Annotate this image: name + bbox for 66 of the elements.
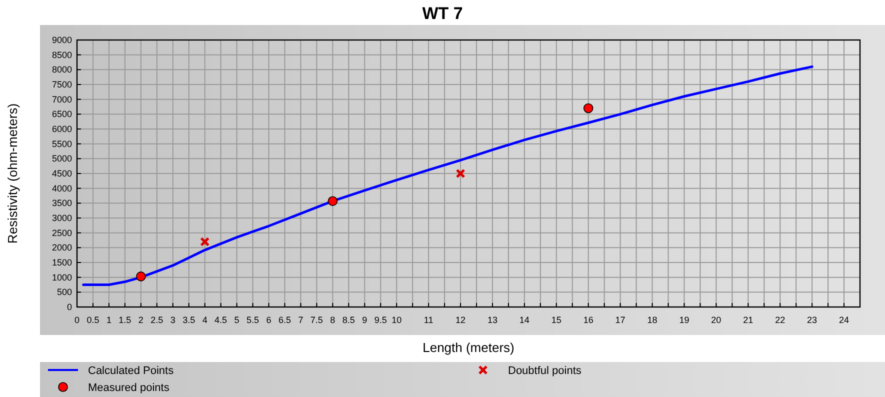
- x-tick-label: 6.5: [278, 315, 291, 325]
- x-tick-label: 16: [583, 315, 594, 325]
- point: [328, 196, 338, 206]
- y-tick-label: 6000: [52, 124, 72, 134]
- x-tick-label: 23: [807, 315, 818, 325]
- x-tick-label: 8: [330, 315, 336, 325]
- x-tick-label: 1: [106, 315, 112, 325]
- x-tick-label: 12: [456, 315, 466, 325]
- x-tick-label: 18: [647, 315, 658, 325]
- y-axis-title: Resistivity (ohm-meters): [5, 103, 20, 244]
- x-tick-label: 11: [424, 315, 434, 325]
- x-tick-label: 19: [679, 315, 690, 325]
- x-tick-label: 5: [234, 315, 240, 325]
- x-tick-label: 21: [743, 315, 754, 325]
- x-tick-label: 14: [519, 315, 530, 325]
- x-tick-label: 3: [170, 315, 176, 325]
- y-tick-label: 8000: [52, 64, 72, 75]
- y-tick-label: 1500: [52, 258, 72, 268]
- point: [136, 272, 146, 282]
- x-tick-label: 15: [551, 315, 562, 325]
- x-tick-label: 2.5: [150, 315, 164, 325]
- x-tick-label: 13: [487, 315, 498, 325]
- x-tick-label: 10: [392, 315, 402, 325]
- y-tick-label: 5500: [52, 138, 72, 149]
- x-tick-label: 0: [74, 315, 80, 325]
- x-tick-label: 4: [202, 315, 208, 325]
- y-tick-label: 2000: [52, 242, 72, 253]
- x-tick-label: 7: [298, 315, 304, 325]
- point: [200, 236, 210, 247]
- y-tick-label: 3500: [52, 198, 72, 208]
- y-tick-label: 9000: [52, 35, 72, 45]
- chart-title: WT 7: [422, 4, 463, 23]
- y-tick-label: 0: [66, 302, 72, 312]
- y-tick-label: 1000: [52, 272, 72, 282]
- legend-label: Measured points: [88, 382, 170, 394]
- y-tick-label: 6500: [52, 109, 72, 120]
- point: [583, 103, 594, 114]
- x-axis-title: Length (meters): [422, 340, 514, 355]
- legend-label: Doubtful points: [508, 365, 582, 377]
- x-tick-label: 9.5: [374, 315, 387, 325]
- legend-label: Calculated Points: [88, 365, 174, 377]
- line-series: [82, 65, 814, 286]
- y-tick-label: 7500: [52, 80, 72, 90]
- x-tick-label: 4.5: [214, 315, 228, 325]
- x-tick-label: 1.5: [118, 315, 132, 325]
- y-tick-label: 3000: [52, 213, 72, 223]
- x-tick-label: 22: [775, 315, 786, 325]
- y-tick-label: 5000: [52, 154, 72, 164]
- y-tick-label: 4500: [52, 168, 72, 178]
- x-tick-label: 9: [362, 315, 368, 325]
- x-tick-label: 6: [266, 315, 272, 325]
- y-tick-label: 8500: [52, 50, 72, 60]
- x-tick-label: 5.5: [246, 315, 260, 325]
- x-tick-label: 3.5: [182, 315, 196, 325]
- y-tick-label: 500: [56, 287, 72, 298]
- y-tick-label: 7000: [52, 94, 72, 104]
- point: [456, 168, 466, 178]
- x-tick-label: 24: [839, 315, 850, 325]
- x-tick-label: 8.5: [342, 315, 355, 325]
- x-tick-label: 7.5: [310, 315, 323, 325]
- x-tick-label: 20: [711, 315, 722, 325]
- x-tick-label: 17: [615, 315, 626, 325]
- x-tick-label: 0.5: [86, 315, 100, 325]
- y-tick-label: 2500: [52, 228, 72, 238]
- x-tick-label: 2: [138, 315, 144, 325]
- y-tick-label: 4000: [52, 183, 72, 194]
